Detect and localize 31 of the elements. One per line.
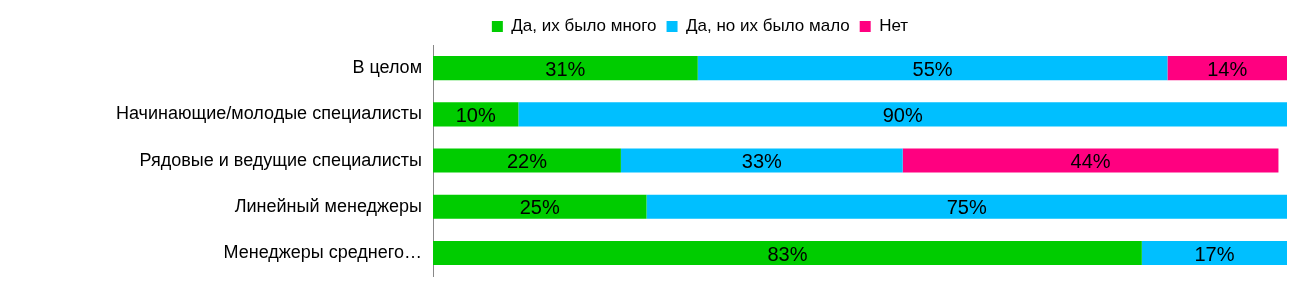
bar (1141, 241, 1287, 266)
data-label: 44% (1070, 150, 1111, 173)
data-label: 22% (506, 150, 548, 173)
bar (433, 241, 1142, 266)
bar (433, 56, 698, 81)
bar (697, 56, 1168, 81)
bar (646, 194, 1287, 219)
data-label: 33% (741, 150, 783, 173)
data-label: 14% (1207, 57, 1248, 80)
y-tick-label: Рядовые и ведущие специалисты (139, 149, 423, 170)
data-label: 31% (545, 57, 586, 80)
bar (1167, 56, 1287, 81)
bar (433, 148, 621, 173)
data-label: 17% (1194, 242, 1235, 265)
y-tick-label: Начинающие/молодые специалисты (115, 103, 423, 124)
data-label: 90% (882, 103, 923, 126)
bar (433, 194, 647, 219)
legend-label: Да, их было много (511, 16, 657, 36)
data-label: 83% (767, 242, 808, 265)
bar (902, 148, 1279, 173)
data-label: 10% (455, 103, 496, 126)
data-label: 55% (912, 57, 953, 80)
data-label: 75% (946, 196, 987, 219)
legend-label: Нет (879, 16, 909, 36)
legend-label: Да, но их было мало (686, 16, 850, 36)
bar (620, 148, 903, 173)
data-label: 25% (519, 196, 560, 219)
y-tick-label: Линейный менеджеры (234, 195, 423, 216)
y-tick-label: В целом (352, 57, 423, 78)
bar (518, 102, 1287, 127)
y-tick-label: Менеджеры среднего… (223, 242, 423, 263)
